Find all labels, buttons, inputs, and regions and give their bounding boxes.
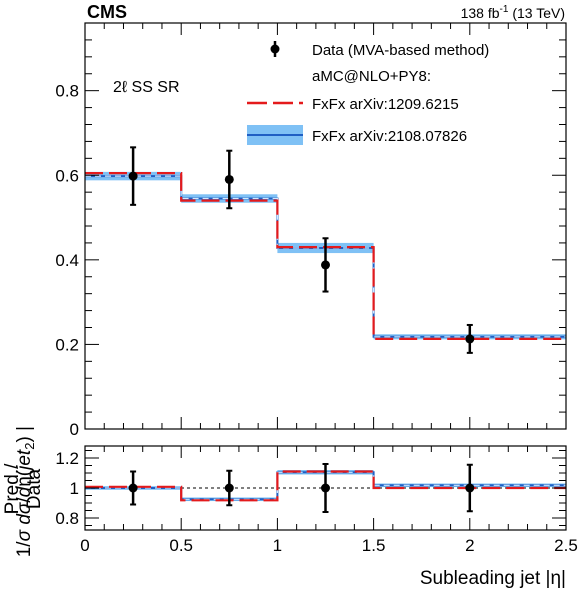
ratio-data-point xyxy=(321,483,330,493)
lumi-suffix: (13 TeV) xyxy=(508,5,565,21)
ratio-y-tick-label: 1 xyxy=(70,479,79,498)
x-tick-label: 2.5 xyxy=(554,536,578,555)
main-series-lines xyxy=(85,172,566,340)
main-y-tick-label: 0 xyxy=(70,420,79,439)
region-label: 2ℓ SS SR xyxy=(113,79,180,96)
main-panel: 0 0.2 0.4 0.6 0.8 xyxy=(55,22,567,439)
ratio-y-tick-label: 1.2 xyxy=(55,449,79,468)
x-axis-title: Subleading jet |η| xyxy=(420,568,566,589)
main-y-tick-label: 0.2 xyxy=(55,335,79,354)
legend-group-label: aMC@NLO+PY8: xyxy=(312,68,431,85)
main-y-ticks: 0 0.2 0.4 0.6 0.8 xyxy=(55,22,566,439)
main-data-point xyxy=(128,171,138,181)
legend-label-pred1: FxFx arXiv:1209.6215 xyxy=(312,96,459,113)
main-data-points xyxy=(128,146,475,354)
legend: Data (MVA-based method) aMC@NLO+PY8: FxF… xyxy=(247,41,489,145)
main-data-point xyxy=(321,260,330,270)
ratio-data-point xyxy=(128,483,138,493)
ratio-pred1-line xyxy=(85,470,566,502)
main-x-ticks xyxy=(84,23,567,429)
legend-entry-pred1: FxFx arXiv:1209.6215 xyxy=(247,96,459,113)
ratio-x-ticks: 0 0.5 1 1.5 2 2.5 xyxy=(80,446,578,555)
x-tick-label: 2 xyxy=(465,536,474,555)
ratio-y-axis-title-line1: Pred./ xyxy=(2,463,23,514)
ratio-panel: 0 0.5 1 1.5 2 2.5 0.8 1 1.2 xyxy=(55,445,578,555)
legend-entry-pred2: FxFx arXiv:2108.07826 xyxy=(247,125,467,145)
legend-entry-data: Data (MVA-based method) xyxy=(270,41,489,59)
ratio-y-ticks: 0.8 1 1.2 xyxy=(55,449,566,528)
main-data-point xyxy=(465,334,475,344)
main-y-tick-label: 0.4 xyxy=(55,251,79,270)
main-data-point xyxy=(224,174,234,184)
legend-label-pred2: FxFx arXiv:2108.07826 xyxy=(312,128,467,145)
main-y-axis-title: 1/σ dσ/dη(jet2) | xyxy=(14,426,37,557)
main-y-tick-label: 0.8 xyxy=(55,82,79,101)
ratio-series-lines xyxy=(85,470,566,502)
x-tick-label: 0.5 xyxy=(169,536,193,555)
ratio-data-points xyxy=(128,463,475,513)
legend-label-data: Data (MVA-based method) xyxy=(312,42,489,59)
lumi-exponent: -1 xyxy=(500,4,509,15)
ratio-y-tick-label: 0.8 xyxy=(55,509,79,528)
ratio-data-point xyxy=(465,483,475,493)
x-tick-label: 1 xyxy=(273,536,282,555)
ratio-y-axis-title-line2: Data xyxy=(24,469,45,510)
main-pred1-line xyxy=(85,172,566,340)
x-tick-label: 1.5 xyxy=(362,536,386,555)
legend-data-marker xyxy=(270,44,280,54)
main-y-tick-label: 0.6 xyxy=(55,166,79,185)
ratio-data-point xyxy=(224,483,234,493)
luminosity-label: 138 fb-1 (13 TeV) xyxy=(461,4,565,21)
x-tick-label: 0 xyxy=(80,536,89,555)
lumi-prefix: 138 fb xyxy=(461,5,500,21)
experiment-label: CMS xyxy=(87,2,127,22)
